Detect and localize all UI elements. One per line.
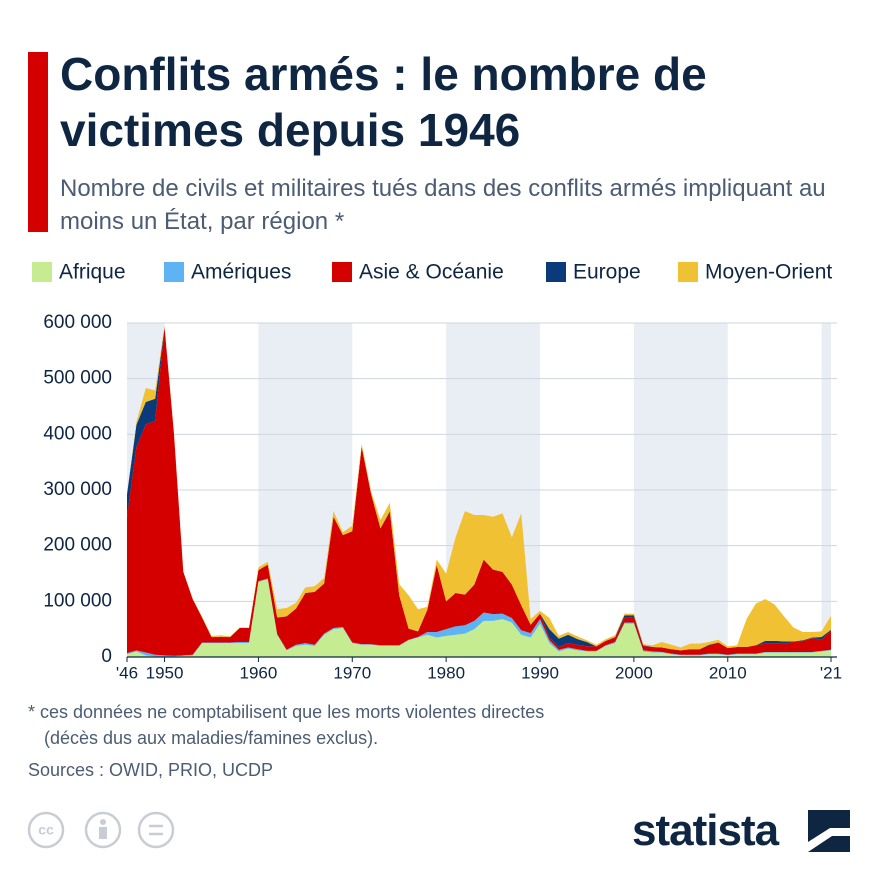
- x-tick-label: 2010: [709, 663, 747, 682]
- area: [127, 579, 831, 657]
- legend-swatch: [546, 262, 566, 282]
- y-tick-label: 300 000: [43, 479, 112, 500]
- legend-label: Amériques: [191, 261, 291, 284]
- brand-logo: [808, 810, 850, 852]
- legend-swatch: [678, 262, 698, 282]
- chart-title: Conflits armés : le nombre de victimes d…: [60, 48, 707, 156]
- area: [127, 326, 831, 656]
- y-tick-label: 400 000: [43, 423, 112, 444]
- source: Sources : OWID, PRIO, UCDP: [28, 760, 274, 780]
- footnote: * ces données ne comptabilisent que les …: [28, 702, 545, 722]
- legend-label: Afrique: [59, 261, 126, 284]
- x-tick-label: 1950: [146, 663, 184, 682]
- x-tick-label: '46: [116, 663, 138, 682]
- legend-label: Moyen-Orient: [705, 261, 832, 284]
- area: [127, 325, 831, 651]
- y-tick-label: 600 000: [43, 312, 112, 333]
- x-tick-label: 1990: [521, 663, 559, 682]
- area: [127, 578, 831, 657]
- accent-bar: [28, 52, 48, 232]
- y-tick-label: 500 000: [43, 368, 112, 389]
- cc-icons: cc: [27, 811, 175, 849]
- legend-label: Asie & Océanie: [359, 261, 504, 284]
- legend-swatch: [164, 262, 184, 282]
- legend-swatch: [332, 262, 352, 282]
- x-tick-label: '21: [820, 663, 842, 682]
- brand: statista: [632, 806, 779, 855]
- legend-label: Europe: [573, 261, 641, 284]
- y-tick-label: 200 000: [43, 535, 112, 556]
- chart-subtitle: Nombre de civils et militaires tués dans…: [60, 175, 826, 235]
- footnote: (décès dus aux maladies/famines exclus).: [44, 728, 379, 748]
- y-tick-label: 100 000: [43, 590, 112, 611]
- svg-text:cc: cc: [38, 822, 54, 838]
- x-tick-label: 2000: [615, 663, 653, 682]
- x-tick-label: 1970: [333, 663, 371, 682]
- legend-swatch: [32, 262, 52, 282]
- x-tick-label: 1980: [427, 663, 465, 682]
- y-tick-label: 0: [101, 646, 112, 667]
- x-tick-label: 1960: [239, 663, 277, 682]
